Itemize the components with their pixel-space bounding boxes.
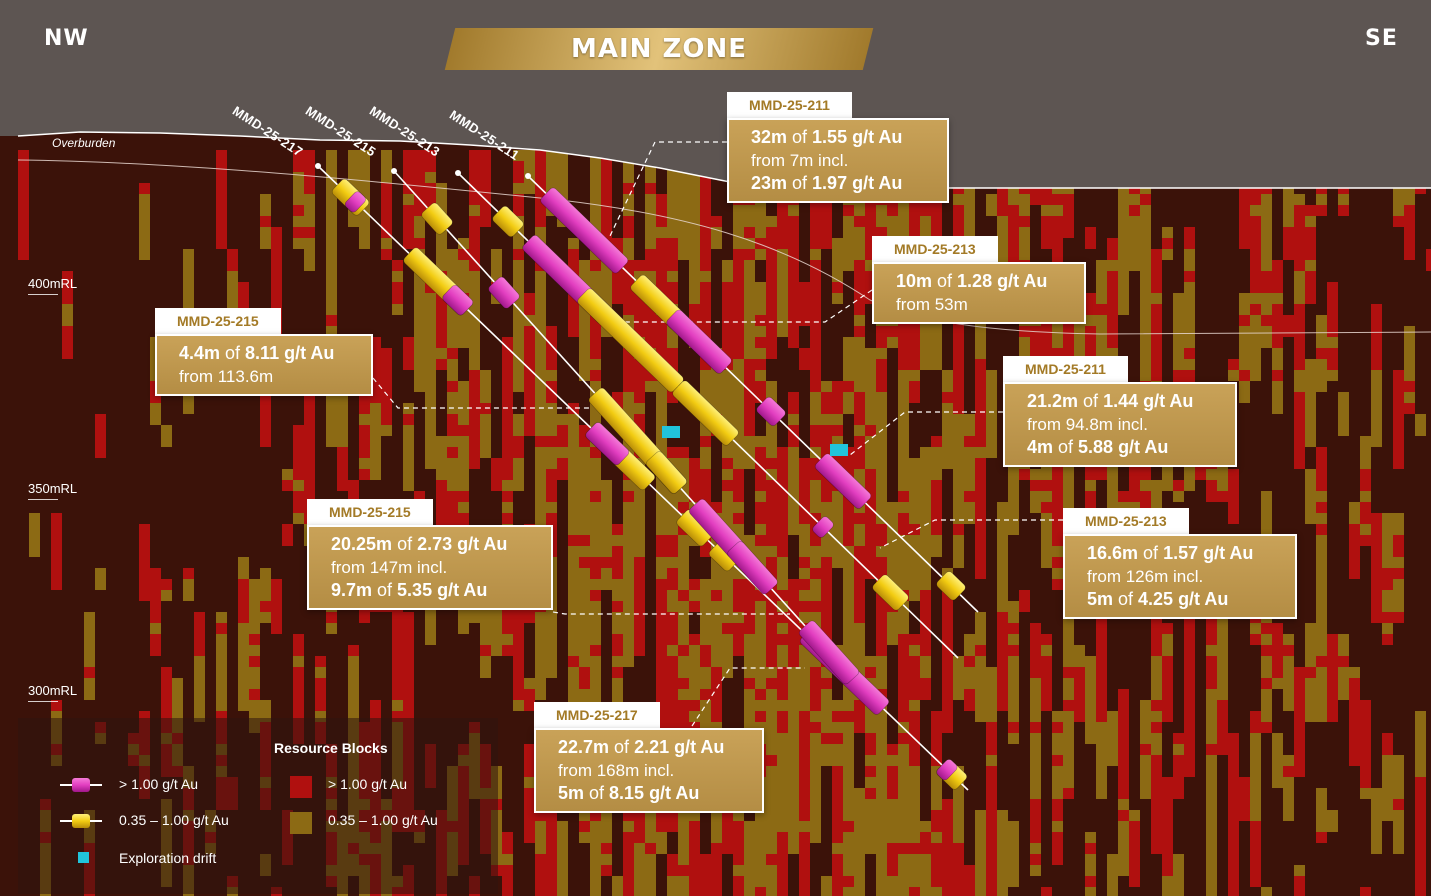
low-grade-intercept xyxy=(672,380,739,446)
callout-intercept-line: 32m of 1.55 g/t Au xyxy=(751,127,903,147)
callout-from-line: from 168m incl. xyxy=(558,761,675,780)
callout-intercept-line: 9.7m of 5.35 g/t Au xyxy=(331,580,488,600)
low-grade-intercept xyxy=(492,205,524,238)
exploration-drift-marker xyxy=(662,426,680,438)
overburden-label: Overburden xyxy=(52,136,116,150)
low-grade-intercept xyxy=(421,202,453,235)
callout-from-line: from 94.8m incl. xyxy=(1027,415,1148,434)
collar-marker xyxy=(455,170,461,176)
callout-intercept-line: 21.2m of 1.44 g/t Au xyxy=(1027,391,1194,411)
high-grade-intercept xyxy=(540,187,629,274)
legend-symbols xyxy=(60,778,102,828)
callout-hole-id: MMD-25-217 xyxy=(534,702,660,728)
elevation-tick-400 xyxy=(28,294,58,295)
legend: > 1.00 g/t Au 0.35 – 1.00 g/t Au Explora… xyxy=(18,718,498,894)
callout-box: 16.6m of 1.57 g/t Au from 126m incl. 5m of… xyxy=(1063,534,1297,619)
legend-block-high-label: > 1.00 g/t Au xyxy=(328,776,408,792)
high-grade-intercept xyxy=(814,453,872,509)
low-grade-intercept xyxy=(936,571,966,601)
callout-from-line: from 53m xyxy=(896,295,968,314)
high-grade-intercept xyxy=(936,759,958,781)
elevation-label-350: 350mRL xyxy=(28,481,78,496)
callout-from-line: from 126m incl. xyxy=(1087,567,1204,586)
exploration-drifts xyxy=(662,426,848,456)
callout-hole-id: MMD-25-213 xyxy=(872,236,998,262)
legend-drift-symbol xyxy=(78,852,89,863)
legend-low-intercept-symbol xyxy=(72,814,90,828)
high-grade-intercept xyxy=(812,516,834,538)
high-grade-intercept xyxy=(799,620,859,685)
se-direction-label: SE xyxy=(1365,26,1398,51)
low-grade-intercept xyxy=(646,451,687,494)
low-grade-intercept xyxy=(577,288,684,393)
callout-leader-line xyxy=(879,519,1063,549)
callout-leader-line xyxy=(849,411,1003,456)
callout-hole-id: MMD-25-211 xyxy=(1003,356,1128,382)
callout-box: 4.4m of 8.11 g/t Au from 113.6m xyxy=(155,334,373,396)
callout-box: 21.2m of 1.44 g/t Au from 94.8m incl. 4m o… xyxy=(1003,382,1237,467)
drill-holes xyxy=(315,163,979,791)
high-grade-intercept xyxy=(442,284,474,316)
callout-intercept-line: 20.25m of 2.73 g/t Au xyxy=(331,534,508,554)
callout-intercept-line: 22.7m of 2.21 g/t Au xyxy=(558,737,725,757)
elevation-tick-350 xyxy=(28,499,58,500)
elevation-label-400: 400mRL xyxy=(28,276,78,291)
legend-high-intercept-symbol xyxy=(72,778,90,792)
callout-box: 20.25m of 2.73 g/t Au from 147m incl. 9.7m… xyxy=(307,525,553,610)
callout-from-line: from 113.6m xyxy=(179,367,274,386)
high-grade-intercept xyxy=(344,191,366,213)
elevation-label-300: 300mRL xyxy=(28,683,78,698)
legend-block-low-label: 0.35 – 1.00 g/t Au xyxy=(328,812,438,828)
legend-block-low-swatch xyxy=(290,812,312,834)
terrain-line xyxy=(17,131,1431,189)
callout-from-line: from 7m incl. xyxy=(751,151,849,170)
callout-hole-id: MMD-25-215 xyxy=(155,308,281,334)
collar-marker xyxy=(525,173,531,179)
high-grade-intercept xyxy=(756,396,786,426)
section-title: MAIN ZONE xyxy=(571,34,747,64)
callout-box: 22.7m of 2.21 g/t Au from 168m incl. 5m of… xyxy=(534,728,764,813)
legend-low-intercept-label: 0.35 – 1.00 g/t Au xyxy=(119,812,229,828)
legend-blocks-title: Resource Blocks xyxy=(274,740,388,756)
callout-hole-id: MMD-25-213 xyxy=(1063,508,1189,534)
callout-intercept-line: 10m of 1.28 g/t Au xyxy=(896,271,1048,291)
callout-leader-line xyxy=(552,611,790,615)
high-grade-intercept xyxy=(488,276,520,309)
callout-intercept-line: 23m of 1.97 g/t Au xyxy=(751,173,903,193)
high-grade-intercept xyxy=(727,541,778,595)
high-grade-intercept xyxy=(585,422,630,466)
callout-box: 10m of 1.28 g/t Au from 53m xyxy=(872,262,1086,324)
legend-block-high-swatch xyxy=(290,776,312,798)
callout-hole-id: MMD-25-215 xyxy=(307,499,433,525)
callout-intercept-line: 4m of 5.88 g/t Au xyxy=(1027,437,1169,457)
callout-intercept-line: 5m of 8.15 g/t Au xyxy=(558,783,700,803)
collar-marker xyxy=(315,163,321,169)
nw-direction-label: NW xyxy=(44,26,89,51)
low-grade-intercept xyxy=(872,574,909,611)
legend-high-intercept-label: > 1.00 g/t Au xyxy=(119,776,199,792)
collar-marker xyxy=(391,168,397,174)
callout-intercept-line: 5m of 4.25 g/t Au xyxy=(1087,589,1229,609)
callout-box: 32m of 1.55 g/t Au from 7m incl. 23m of 1.… xyxy=(727,118,949,203)
callout-leader-line xyxy=(372,377,590,409)
exploration-drift-marker xyxy=(830,444,848,456)
callout-leader-line xyxy=(609,141,727,237)
sky-area xyxy=(0,0,1431,188)
callout-hole-id: MMD-25-211 xyxy=(727,92,852,118)
callout-from-line: from 147m incl. xyxy=(331,558,448,577)
elevation-tick-300 xyxy=(28,701,58,702)
high-grade-intercept xyxy=(666,309,732,374)
legend-drift-label: Exploration drift xyxy=(119,850,217,866)
callout-leader-line xyxy=(691,667,805,727)
callout-intercept-line: 16.6m of 1.57 g/t Au xyxy=(1087,543,1254,563)
callout-intercept-line: 4.4m of 8.11 g/t Au xyxy=(179,343,335,363)
